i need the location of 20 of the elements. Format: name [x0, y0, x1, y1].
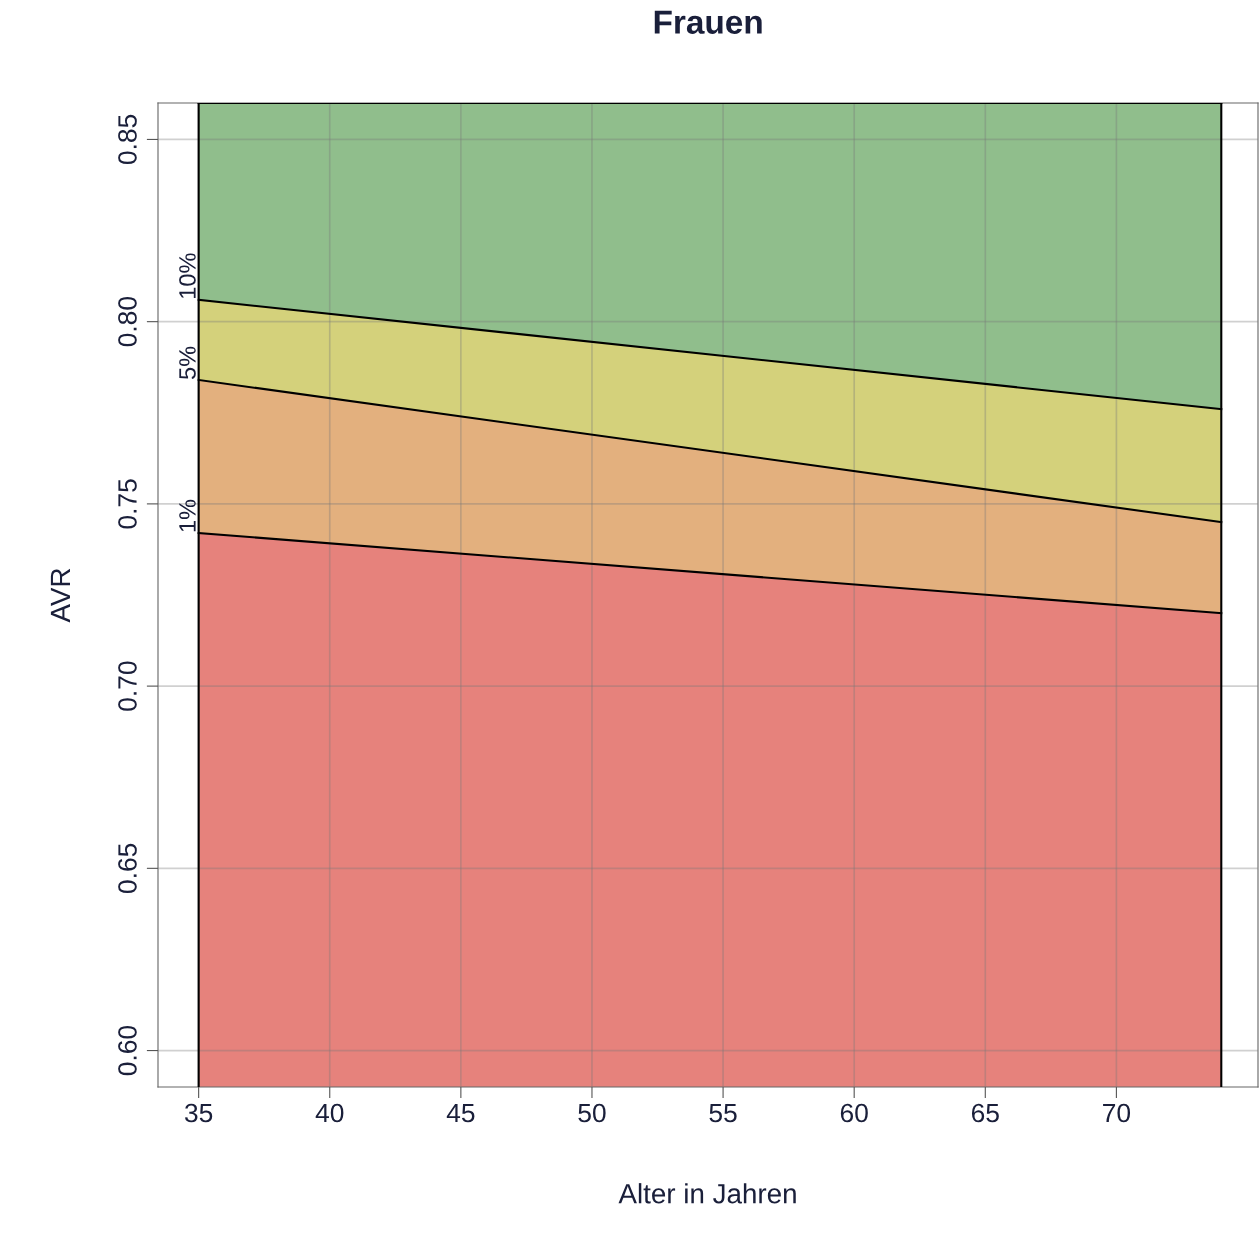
x-tick-label: 65	[971, 1103, 999, 1123]
x-tick-label: 35	[184, 1103, 213, 1123]
y-tick-label: 0.65	[118, 843, 137, 893]
y-tick-label: 0.80	[118, 297, 137, 347]
x-tick-label: 55	[709, 1103, 737, 1123]
y-tick-label: 0.60	[118, 1025, 137, 1076]
text: 1%	[179, 499, 196, 532]
text: 10%	[179, 253, 196, 298]
x-tick-label: 50	[578, 1103, 606, 1123]
y-tick-label: 0.75	[118, 479, 137, 529]
x-tick-label: 45	[446, 1103, 475, 1123]
x-axis-title: Alter in Jahren	[618, 1183, 796, 1204]
chart-title: Frauen	[654, 10, 762, 34]
text: 5%	[179, 346, 196, 380]
y-tick-label: 0.85	[118, 114, 137, 165]
x-tick-label: 40	[315, 1103, 344, 1123]
y-axis-title: AVR	[50, 568, 70, 623]
x-tick-label: 60	[840, 1103, 868, 1123]
y-tick-label: 0.70	[118, 661, 137, 711]
x-tick-label: 70	[1103, 1103, 1131, 1123]
